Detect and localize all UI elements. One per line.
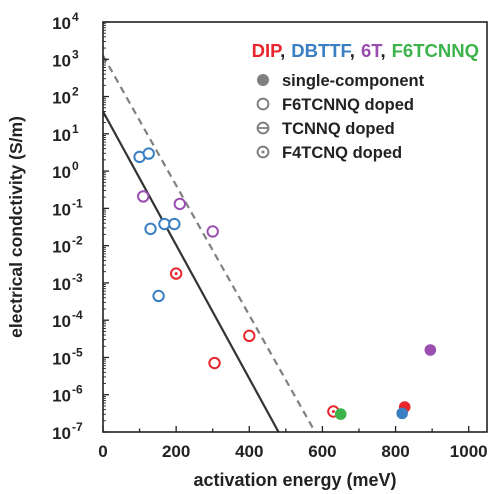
y-tick-label: 10	[52, 163, 71, 182]
y-tick-base: 10	[52, 163, 71, 182]
fit-line-dashed	[103, 55, 317, 432]
y-tick-exponent: 4	[72, 10, 79, 24]
x-tick-label: 800	[381, 442, 409, 461]
y-tick-base: 10	[52, 275, 71, 294]
marker-body	[152, 289, 165, 303]
marker-body	[206, 225, 219, 238]
legend-separator: ,	[380, 40, 385, 61]
legend-label: single-component	[282, 72, 425, 90]
y-axis-label: electrical condctivity (S/m)	[6, 116, 26, 338]
y-tick-exponent: 3	[72, 47, 79, 61]
x-tick-label: 400	[235, 442, 263, 461]
x-tick-label: 0	[98, 442, 107, 461]
y-tick-label: 10	[52, 126, 71, 145]
y-tick-base: 10	[52, 126, 71, 145]
data-point-6t-open	[206, 225, 219, 238]
marker-center-dot	[331, 410, 335, 413]
y-tick-exponent: -2	[72, 234, 83, 248]
y-tick-exponent: -4	[72, 308, 83, 322]
marker-body	[137, 190, 150, 203]
marker-center-dot	[261, 150, 265, 154]
y-tick-label: 10	[52, 89, 71, 108]
y-tick-exponent: 2	[72, 85, 79, 99]
data-point-dbttf-filled	[396, 407, 408, 420]
y-tick-label: 10	[52, 424, 71, 443]
legend-marker-open	[256, 97, 270, 111]
fit-line-solid	[103, 110, 280, 432]
y-tick-base: 10	[52, 14, 71, 33]
y-tick-label: 10	[52, 200, 71, 219]
y-tick-exponent: 1	[72, 122, 79, 136]
data-point-dbttf-open	[142, 147, 155, 160]
y-tick-base: 10	[52, 349, 71, 368]
legend-marker-bar	[256, 121, 270, 135]
y-tick-label: 10	[52, 238, 71, 257]
legend-material-dip: DIP	[252, 40, 283, 61]
x-tick-label: 1000	[450, 442, 488, 461]
marker-body	[396, 407, 408, 420]
plot-area	[103, 55, 437, 432]
data-point-dbttf-open	[168, 217, 181, 231]
legend-label: F6TCNNQ doped	[282, 96, 414, 114]
y-tick-exponent: -3	[72, 271, 83, 285]
y-tick-label: 10	[52, 349, 71, 368]
material-legend: DIP, DBTTF, 6T, F6TCNNQ	[252, 40, 479, 61]
y-tick-base: 10	[52, 312, 71, 331]
data-point-dip-open	[208, 356, 221, 370]
y-tick-exponent: -1	[72, 196, 83, 210]
y-tick-exponent: 0	[72, 159, 79, 173]
marker-body	[142, 147, 155, 160]
marker-body	[243, 329, 256, 343]
y-tick-base: 10	[52, 51, 71, 70]
data-point-6t-open	[137, 190, 150, 203]
y-tick-label: 10	[52, 312, 71, 331]
y-tick-exponent: -6	[72, 383, 83, 397]
legend-label: F4TCNQ doped	[282, 144, 402, 162]
legend-material-dbttf: DBTTF	[291, 40, 351, 61]
plot-frame	[102, 21, 488, 433]
y-tick-exponent: -5	[72, 345, 83, 359]
data-point-dip-dot	[169, 267, 183, 280]
marker-center-dot	[174, 272, 178, 276]
y-tick-base: 10	[52, 200, 71, 219]
marker-body	[334, 408, 347, 420]
marker-body	[424, 344, 437, 356]
legend-marker-dot	[256, 145, 270, 159]
data-point-6t-open	[173, 197, 187, 211]
x-axis-label: activation energy (meV)	[193, 470, 396, 490]
marker-body	[208, 356, 221, 370]
y-tick-exponent: -7	[72, 420, 83, 434]
marker-body	[173, 197, 187, 211]
y-tick-base: 10	[52, 387, 71, 406]
data-point-6t-filled	[424, 344, 437, 356]
data-point-dbttf-open	[144, 222, 157, 236]
legend-separator: ,	[350, 40, 355, 61]
marker-body	[168, 217, 181, 231]
legend: DIP, DBTTF, 6T, F6TCNNQsingle-componentF6TC…	[252, 40, 479, 162]
x-tick-label: 600	[308, 442, 336, 461]
legend-material-f6tcnnq: F6TCNNQ	[392, 40, 479, 61]
y-tick-label: 10	[52, 387, 71, 406]
legend-label: TCNNQ doped	[282, 120, 395, 138]
y-tick-base: 10	[52, 238, 71, 257]
y-tick-base: 10	[52, 424, 71, 443]
marker-body	[256, 97, 270, 111]
marker-body	[158, 217, 171, 231]
data-point-f6tcnnq-filled	[334, 408, 347, 420]
y-tick-label: 10	[52, 51, 71, 70]
legend-material-6t: 6T	[361, 40, 383, 61]
data-point-dbttf-open	[158, 217, 171, 231]
legend-marker-filled	[257, 74, 269, 86]
x-tick-label: 200	[162, 442, 190, 461]
legend-separator: ,	[280, 40, 285, 61]
marker-body	[257, 74, 269, 86]
data-point-dip-open	[243, 329, 256, 343]
y-tick-label: 10	[52, 275, 71, 294]
marker-body	[144, 222, 157, 236]
data-point-dbttf-open	[152, 289, 165, 303]
y-tick-base: 10	[52, 89, 71, 108]
y-tick-label: 10	[52, 14, 71, 33]
